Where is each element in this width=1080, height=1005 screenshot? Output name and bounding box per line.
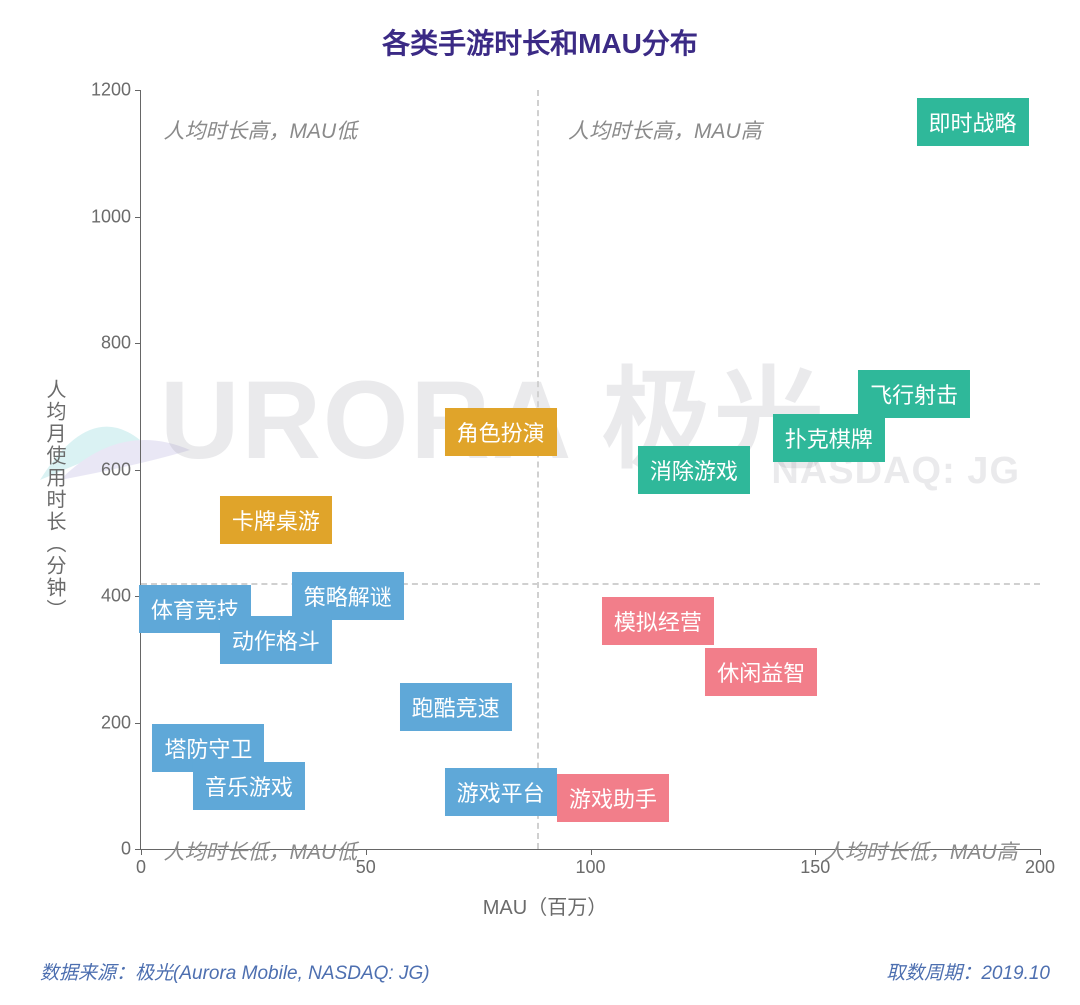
quadrant-label: 人均时长高，MAU低	[163, 115, 357, 145]
quadrant-label: 人均时长低，MAU低	[163, 836, 357, 866]
period-label: 取数周期：	[886, 963, 981, 984]
source-label: 数据来源：	[40, 963, 135, 984]
quadrant-label: 人均时长低，MAU高	[824, 836, 1018, 866]
x-tick-label: 200	[1025, 849, 1055, 878]
chart-container: 人均月使用时长（分钟） 0501001502000200400600800100…	[40, 80, 1050, 920]
category-point: 角色扮演	[445, 408, 557, 456]
y-tick-label: 400	[101, 586, 141, 607]
category-point: 消除游戏	[638, 446, 750, 494]
data-period: 取数周期：2019.10	[886, 958, 1050, 985]
plot-area: 050100150200020040060080010001200人均时长高，M…	[140, 90, 1040, 850]
y-tick-label: 800	[101, 333, 141, 354]
quadrant-label: 人均时长高，MAU高	[568, 115, 762, 145]
x-tick-label: 50	[356, 849, 376, 878]
quadrant-horizontal-line	[141, 583, 1040, 585]
y-tick-label: 1000	[91, 206, 141, 227]
quadrant-vertical-line	[537, 90, 539, 849]
category-point: 即时战略	[917, 98, 1029, 146]
chart-footer: 数据来源：极光(Aurora Mobile, NASDAQ: JG) 取数周期：…	[40, 958, 1050, 985]
category-point: 模拟经营	[602, 597, 714, 645]
category-point: 跑酷竞速	[400, 683, 512, 731]
data-source: 数据来源：极光(Aurora Mobile, NASDAQ: JG)	[40, 958, 430, 985]
x-tick-label: 100	[575, 849, 605, 878]
y-axis-label-main: 人均月使用时长	[43, 379, 65, 533]
category-point: 游戏平台	[445, 768, 557, 816]
y-tick-label: 1200	[91, 80, 141, 101]
chart-title: 各类手游时长和MAU分布	[0, 0, 1080, 62]
category-point: 动作格斗	[220, 616, 332, 664]
y-axis-label-unit: （分钟）	[43, 533, 65, 621]
category-point: 游戏助手	[557, 774, 669, 822]
category-point: 休闲益智	[705, 648, 817, 696]
period-value: 2019.10	[981, 963, 1050, 984]
category-point: 扑克棋牌	[773, 414, 885, 462]
category-point: 音乐游戏	[193, 762, 305, 810]
category-point: 策略解谜	[292, 572, 404, 620]
x-axis-label: MAU（百万）	[483, 891, 607, 920]
category-point: 卡牌桌游	[220, 496, 332, 544]
y-tick-label: 200	[101, 712, 141, 733]
source-value: 极光(Aurora Mobile, NASDAQ: JG)	[135, 963, 430, 984]
y-tick-label: 0	[121, 839, 141, 860]
category-point: 飞行射击	[858, 370, 970, 418]
y-tick-label: 600	[101, 459, 141, 480]
y-axis-label: 人均月使用时长（分钟）	[40, 379, 69, 621]
